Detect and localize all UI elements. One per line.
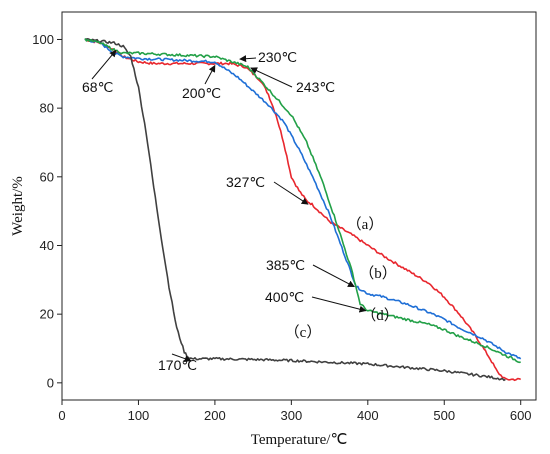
y-tick-label: 20 <box>40 307 54 322</box>
x-tick-label: 100 <box>128 408 150 423</box>
annotation-label: 68℃ <box>82 79 113 95</box>
annotation-arrow <box>91 49 117 80</box>
y-tick-label: 80 <box>40 101 54 116</box>
y-tick-label: 100 <box>32 32 54 47</box>
x-tick-label: 0 <box>58 408 65 423</box>
series-line-d <box>84 38 521 364</box>
annotation-label: 327℃ <box>226 174 265 190</box>
x-tick-label: 200 <box>204 408 226 423</box>
curves-layer <box>84 38 522 382</box>
series-line-b <box>84 38 522 360</box>
annotation-label: 400℃ <box>265 289 304 305</box>
x-axis-label: Temperature/℃ <box>251 432 348 448</box>
annotation-arrow <box>312 264 355 288</box>
y-tick-label: 40 <box>40 238 54 253</box>
annotation-arrow <box>311 296 367 313</box>
annotation-arrow <box>171 353 192 362</box>
annotation-label: 243℃ <box>296 79 335 95</box>
x-tick-label: 500 <box>433 408 455 423</box>
x-tick-label: 400 <box>357 408 379 423</box>
axis-ticks: 0 100 200 300 400 500 600 0 20 40 60 80 100 <box>32 32 531 423</box>
curve-label-d: （d） <box>361 307 399 324</box>
x-tick-label: 600 <box>510 408 532 423</box>
annotation-label: 170℃ <box>158 357 197 373</box>
plot-frame <box>61 11 537 401</box>
curve-label-a: （a） <box>347 216 384 233</box>
series-line-c <box>84 38 506 382</box>
annotation-label: 385℃ <box>266 257 305 273</box>
curve-label-b: （b） <box>359 265 397 282</box>
annotation-label: 230℃ <box>258 49 297 65</box>
curve-label-c: （c） <box>285 324 322 341</box>
y-axis-label: Weight/% <box>10 176 26 236</box>
series-line-a <box>84 38 521 382</box>
annotation-arrow <box>204 64 216 85</box>
annotations-layer: 68℃ 200℃ 230℃ 243℃ 327℃ 385℃ 400℃ 170℃ <box>82 49 367 373</box>
y-tick-label: 60 <box>40 169 54 184</box>
annotation-arrow <box>250 67 293 88</box>
annotation-arrow <box>273 181 309 205</box>
x-tick-label: 300 <box>281 408 303 423</box>
annotation-arrow <box>239 55 257 63</box>
annotation-label: 200℃ <box>182 85 221 101</box>
y-tick-label: 0 <box>47 375 54 390</box>
